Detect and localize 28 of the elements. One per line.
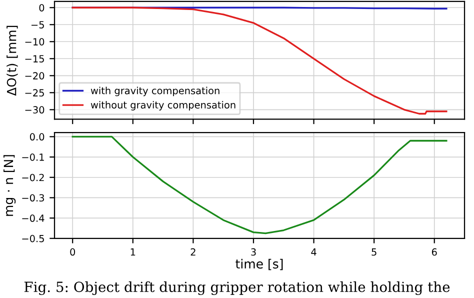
x-tick-label: 0 bbox=[70, 248, 76, 256]
x-tick-label: 6 bbox=[432, 248, 437, 256]
y-tick-label: −25 bbox=[25, 89, 44, 96]
y-axis-title: ΔO(t) [mm] bbox=[6, 26, 18, 96]
legend-label: with gravity compensation bbox=[90, 86, 220, 96]
y-tick-label: −0.3 bbox=[22, 194, 44, 202]
y-tick-label: 0.0 bbox=[30, 133, 44, 141]
x-axis-title: time [s] bbox=[236, 258, 283, 270]
y-tick-label: −20 bbox=[25, 72, 44, 80]
y-tick-label: −0.1 bbox=[22, 154, 44, 161]
y-tick-label: −15 bbox=[25, 55, 44, 62]
y-tick-label: −10 bbox=[25, 38, 44, 46]
y-axis-title: mg · n [N] bbox=[4, 155, 16, 216]
x-tick-label: 4 bbox=[311, 248, 316, 256]
x-tick-label: 1 bbox=[130, 248, 136, 256]
line-series bbox=[72, 136, 448, 234]
legend-label: without gravity compensation bbox=[90, 101, 236, 110]
y-tick-label: −0.2 bbox=[22, 174, 44, 182]
line-series bbox=[72, 6, 448, 115]
y-tick-label: −0.4 bbox=[22, 214, 44, 222]
caption: Fig. 5: Object drift during gripper rotation while holding the bbox=[24, 281, 450, 296]
y-tick-label: 0 bbox=[39, 4, 44, 12]
y-tick-label: −30 bbox=[25, 106, 44, 114]
x-tick-label: 2 bbox=[190, 248, 196, 256]
x-tick-label: 5 bbox=[372, 248, 376, 256]
y-tick-label: −5 bbox=[31, 21, 44, 28]
x-tick-label: 3 bbox=[251, 248, 256, 256]
y-tick-label: −0.5 bbox=[22, 234, 44, 242]
